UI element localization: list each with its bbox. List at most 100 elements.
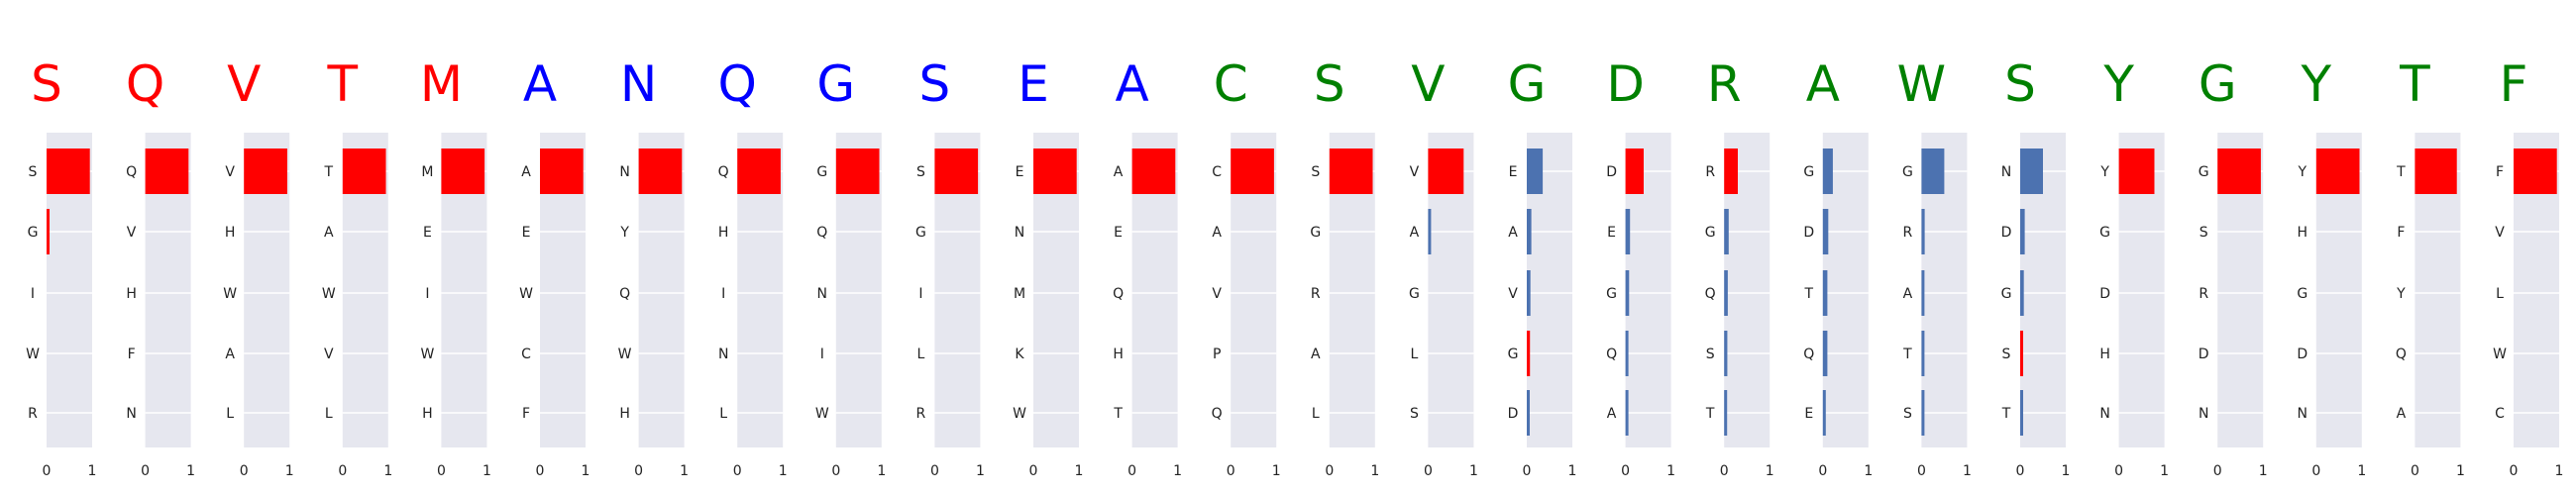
bar: [1921, 331, 1925, 376]
y-tick-label: L: [2496, 286, 2504, 302]
x-tick-label: 1: [1864, 463, 1873, 479]
bar: [1625, 209, 1631, 254]
bar: [1527, 270, 1531, 316]
bar: [1921, 270, 1925, 316]
panel: A G D T Q E 0 1: [1803, 55, 1873, 479]
x-tick-label: 1: [1568, 463, 1577, 479]
y-tick-label: I: [31, 286, 35, 302]
bar: [1724, 331, 1728, 376]
panel-title: S: [31, 55, 62, 113]
bar: [1822, 209, 1829, 254]
y-tick-label: N: [1015, 225, 1024, 241]
y-tick-label: A: [1311, 346, 1321, 362]
y-tick-label: D: [2297, 346, 2308, 362]
y-tick-label: E: [1804, 406, 1813, 422]
bar: [47, 209, 50, 254]
y-tick-label: G: [28, 225, 39, 241]
x-tick-label: 0: [1523, 463, 1532, 479]
panel: N N Y Q W H 0 1: [618, 55, 689, 479]
y-tick-label: E: [1509, 164, 1518, 180]
bar: [1231, 148, 1274, 194]
y-tick-label: L: [1312, 406, 1320, 422]
bar: [638, 148, 683, 194]
y-tick-label: Y: [2099, 164, 2109, 180]
y-tick-label: C: [2495, 406, 2505, 422]
panel-title: S: [919, 55, 951, 113]
y-tick-label: N: [2001, 164, 2011, 180]
bar: [2020, 331, 2023, 376]
x-tick-label: 1: [680, 463, 689, 479]
x-tick-label: 0: [831, 463, 840, 479]
x-tick-label: 0: [338, 463, 347, 479]
bar: [2217, 148, 2261, 194]
y-tick-label: G: [2297, 286, 2308, 302]
bar: [342, 148, 386, 194]
panel-title: V: [1411, 55, 1445, 113]
bar: [1724, 209, 1729, 254]
y-tick-label: N: [718, 346, 728, 362]
panel: Q Q V H F N 0 1: [126, 55, 195, 479]
bar: [1527, 390, 1530, 436]
y-tick-label: W: [223, 286, 237, 302]
bar: [737, 148, 781, 194]
y-tick-label: H: [2099, 346, 2110, 362]
y-tick-label: E: [1016, 164, 1024, 180]
panel: S S G R A L 0 1: [1310, 55, 1379, 479]
y-tick-label: F: [2397, 225, 2405, 241]
y-tick-label: Q: [1705, 286, 1716, 302]
y-tick-label: G: [1310, 225, 1321, 241]
y-tick-label: G: [1705, 225, 1716, 241]
y-tick-label: V: [2495, 225, 2505, 241]
y-tick-label: W: [1013, 406, 1026, 422]
panel-title: G: [1508, 55, 1547, 113]
y-tick-label: H: [2298, 225, 2308, 241]
y-tick-label: I: [425, 286, 429, 302]
y-tick-label: Q: [126, 164, 137, 180]
bar: [1822, 148, 1833, 194]
panel: V V A G L S 0 1: [1409, 55, 1478, 479]
y-tick-label: H: [126, 286, 137, 302]
x-tick-label: 1: [1370, 463, 1379, 479]
x-tick-label: 0: [536, 463, 545, 479]
y-tick-label: S: [2200, 225, 2208, 241]
panel: D D E G Q A 0 1: [1606, 55, 1675, 479]
bar: [2514, 148, 2557, 194]
panel-title: M: [420, 55, 463, 113]
y-tick-label: Y: [2396, 286, 2406, 302]
x-tick-label: 0: [240, 463, 249, 479]
bar: [2020, 270, 2024, 316]
y-tick-label: D: [1803, 225, 1814, 241]
bar: [1428, 209, 1432, 254]
bar: [1527, 148, 1544, 194]
panel-title: A: [523, 55, 557, 113]
y-tick-label: Q: [816, 225, 827, 241]
bar: [1625, 148, 1644, 194]
panel: S N D G S T 0 1: [2001, 55, 2071, 479]
y-tick-label: F: [2496, 164, 2504, 180]
y-tick-label: Q: [619, 286, 630, 302]
bar: [441, 148, 485, 194]
y-tick-label: S: [1311, 164, 1320, 180]
y-tick-label: W: [618, 346, 632, 362]
panel-title: V: [227, 55, 261, 113]
panel: A A E Q H T 0 1: [1113, 55, 1182, 479]
panel: G G S R D N 0 1: [2199, 55, 2268, 479]
x-tick-label: 1: [1766, 463, 1774, 479]
y-tick-label: C: [1212, 164, 1222, 180]
panel-title: F: [2500, 55, 2528, 113]
bar: [835, 148, 880, 194]
y-tick-label: T: [324, 164, 334, 180]
y-tick-label: Q: [1113, 286, 1124, 302]
y-tick-label: T: [1804, 286, 1814, 302]
y-tick-label: G: [2001, 286, 2012, 302]
y-tick-label: H: [225, 225, 236, 241]
x-tick-label: 0: [2016, 463, 2025, 479]
bar: [1921, 148, 1945, 194]
y-tick-label: D: [1606, 164, 1617, 180]
bar: [2020, 209, 2025, 254]
panel: Q Q H I N L 0 1: [718, 55, 788, 479]
x-tick-label: 0: [2311, 463, 2320, 479]
y-tick-label: S: [916, 164, 925, 180]
x-tick-label: 1: [1075, 463, 1084, 479]
bar: [1822, 270, 1828, 316]
